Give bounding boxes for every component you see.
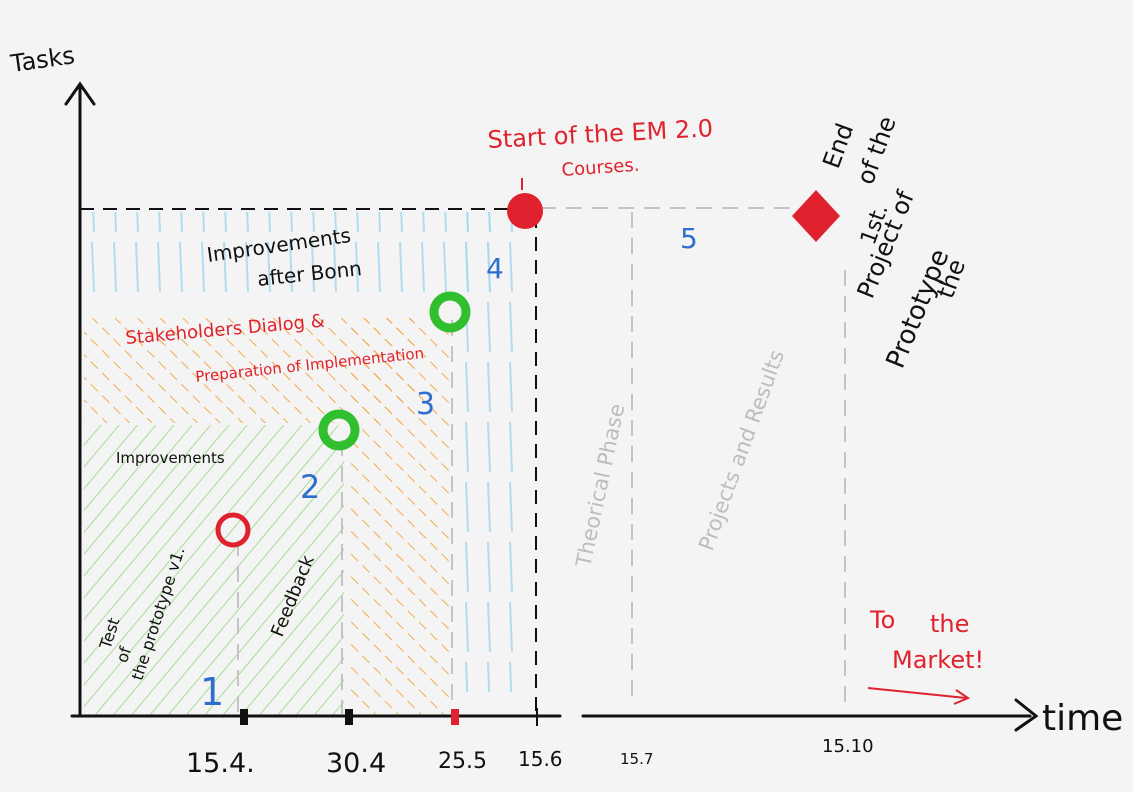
tick-label: 25.5 (438, 749, 487, 774)
tick-label: 15.6 (518, 747, 563, 771)
to-market-label: To the Market! (867, 606, 984, 705)
tick-mark-25-5 (451, 709, 459, 725)
to-market-arrow-line (867, 687, 967, 699)
hatched-regions (84, 212, 518, 715)
target-lines (80, 208, 537, 714)
phase-number: 3 (416, 387, 435, 422)
phase-numbers: 1 2 3 4 5 (200, 222, 698, 714)
axes (64, 81, 1039, 732)
tick-markers (240, 708, 538, 726)
tick-mark-15-4 (240, 709, 248, 725)
to-market-line: Market! (892, 646, 984, 674)
orange-hatch-column (350, 318, 450, 714)
phase-number: 2 (300, 468, 320, 506)
x-axis-label: time (1042, 698, 1123, 739)
improvements-milestone-circle (429, 291, 471, 333)
to-market-arrow-head (953, 689, 971, 705)
tick-label: 15.4. (186, 748, 255, 779)
y-axis-arrow (64, 81, 96, 106)
green-hatch-region (84, 425, 344, 715)
phase-guides (237, 207, 846, 714)
test-milestone-circle (215, 512, 251, 548)
to-market-line: the (930, 610, 969, 638)
x-axis-arrow (1014, 698, 1039, 732)
tick-label: 15.10 (822, 736, 874, 757)
blue-hatch-column (460, 212, 518, 692)
test-label-line: of (112, 644, 135, 665)
tick-label: 15.7 (620, 750, 653, 768)
phase-number: 1 (200, 670, 224, 714)
tick-label: 30.4 (326, 748, 386, 779)
blue-hatch-region (84, 212, 504, 292)
phase-number: 5 (680, 222, 698, 255)
milestones (215, 178, 840, 548)
end-project-diamond (792, 190, 840, 242)
start-em20-dot (507, 193, 543, 229)
tick-labels: 15.4. 30.4 25.5 15.6 15.7 15.10 (186, 736, 874, 779)
phase-number: 4 (486, 252, 504, 285)
feedback-milestone-circle (318, 409, 360, 451)
improvements-label: Improvements (116, 449, 225, 467)
to-market-line: To (869, 606, 895, 634)
tick-mark-30-4 (345, 709, 353, 725)
